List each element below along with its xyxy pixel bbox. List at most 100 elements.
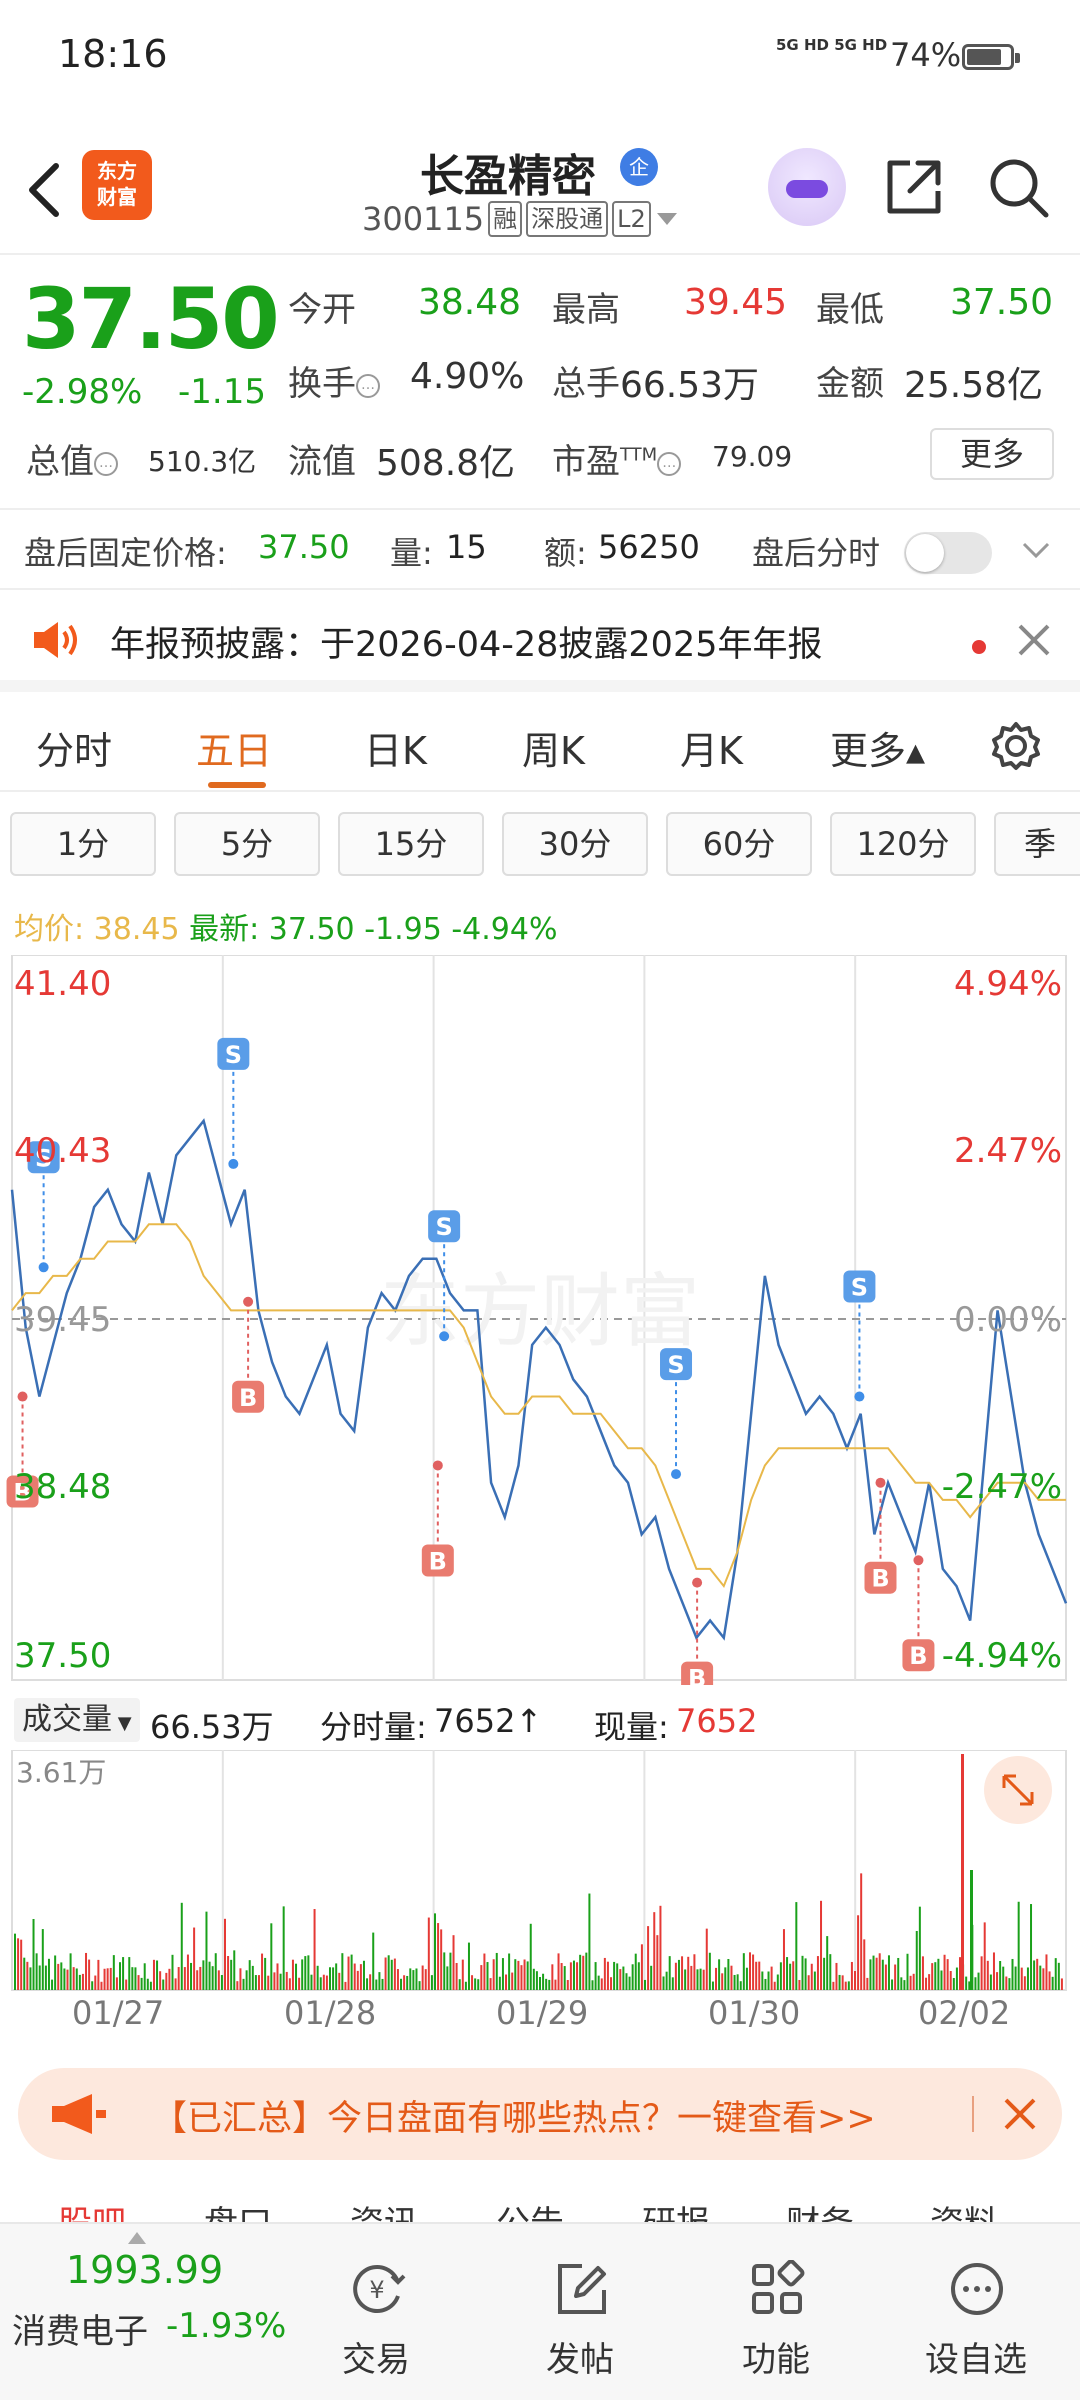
info-icon[interactable]: … xyxy=(657,451,682,476)
volume-bar xyxy=(860,1873,863,1990)
latest-pct: -4.94% xyxy=(451,912,558,947)
volume-bar xyxy=(304,1956,307,1990)
volume-bar xyxy=(597,1975,600,1990)
volume-bar xyxy=(517,1960,520,1990)
five-day-price-chart[interactable]: 东方财富SBSBSBSBSBB41.4040.4339.4538.4837.50… xyxy=(0,955,1080,1685)
interval-5min[interactable]: 5分 xyxy=(174,812,320,876)
volume-bar xyxy=(514,1959,517,1990)
volume-bar xyxy=(122,1957,125,1990)
hot-topics-banner[interactable]: 【已汇总】今日盘面有哪些热点？一键查看>> xyxy=(18,2068,1062,2160)
sector-pct: -1.93% xyxy=(166,2306,287,2346)
sector-index[interactable]: 1993.99 消费电子 -1.93% xyxy=(0,2224,290,2402)
subtab-news[interactable]: 资讯 xyxy=(350,2204,418,2226)
more-quote-button[interactable]: 更多 xyxy=(930,428,1054,480)
volume-bar xyxy=(44,1965,47,1990)
marker-dot xyxy=(228,1158,239,1169)
volume-bar xyxy=(261,1953,264,1990)
logo-text-bottom: 财富 xyxy=(97,185,137,209)
subtab-profile[interactable]: 资料 xyxy=(930,2204,998,2226)
tab-daily-k[interactable]: 日K xyxy=(364,729,427,773)
promo-divider xyxy=(972,2096,974,2132)
close-icon[interactable] xyxy=(1016,622,1052,658)
volume-bar xyxy=(878,1953,881,1990)
promo-text: 【已汇总】今日盘面有哪些热点？一键查看>> xyxy=(152,2099,876,2139)
volume-bar xyxy=(727,1958,730,1990)
volume-bar xyxy=(906,1953,909,1990)
sell-marker xyxy=(428,1210,461,1243)
volume-bar xyxy=(458,1979,461,1990)
volume-bar xyxy=(529,1923,532,1990)
volume-bar xyxy=(480,1965,483,1990)
app-logo[interactable]: 东方 财富 xyxy=(82,150,152,220)
volume-bar xyxy=(681,1956,684,1990)
volume-bar xyxy=(579,1954,582,1990)
interval-quarter[interactable]: 季 xyxy=(994,812,1080,876)
volume-bar xyxy=(245,1970,248,1990)
subtab-guba[interactable]: 股吧 xyxy=(58,2204,126,2226)
close-icon[interactable] xyxy=(1002,2096,1038,2132)
latest-change: -1.95 xyxy=(364,912,442,947)
interval-60min[interactable]: 60分 xyxy=(666,812,812,876)
marker-dot xyxy=(439,1331,450,1342)
volume-label: 总手 xyxy=(552,364,620,404)
volume-bar xyxy=(508,1953,511,1990)
volume-bar xyxy=(319,1977,322,1990)
info-icon[interactable]: … xyxy=(356,373,380,398)
volume-bar xyxy=(186,1954,189,1990)
volume-bar xyxy=(183,1967,186,1990)
chevron-down-icon[interactable] xyxy=(1020,534,1052,566)
volume-chart[interactable]: 3.61万 xyxy=(0,1750,1080,2050)
marker-label: S xyxy=(225,1041,242,1069)
volume-dropdown[interactable]: 成交量 ▼ xyxy=(14,1698,140,1742)
tab-more[interactable]: 更多▴ xyxy=(830,729,926,773)
volume-bar xyxy=(427,1917,430,1990)
back-arrow-icon[interactable] xyxy=(20,150,70,230)
avg-price-line xyxy=(11,1223,1066,1589)
after-hours-toggle[interactable] xyxy=(904,532,992,574)
search-icon[interactable] xyxy=(986,155,1050,219)
volume-bar xyxy=(782,1929,785,1990)
notice-banner[interactable]: 年报预披露：于2026-04-28披露2025年年报 xyxy=(0,592,1080,692)
tab-five-day[interactable]: 五日 xyxy=(196,729,273,773)
volume-bar xyxy=(140,1977,143,1990)
interval-15min[interactable]: 15分 xyxy=(338,812,484,876)
volume-bar xyxy=(168,1968,171,1990)
x-axis-label: 01/28 xyxy=(284,1994,377,2032)
pe-value: 79.09 xyxy=(712,440,793,473)
volume-bar xyxy=(437,1923,440,1990)
volume-bar xyxy=(264,1957,267,1990)
active-tab-indicator xyxy=(208,782,266,788)
tab-intraday[interactable]: 分时 xyxy=(36,729,113,773)
tab-monthly-k[interactable]: 月K xyxy=(680,729,743,773)
assistant-robot-icon[interactable] xyxy=(768,148,846,226)
stock-code-row[interactable]: 300115 融 深股通 L2 xyxy=(362,200,679,238)
share-icon[interactable] xyxy=(882,155,946,219)
volume-bar xyxy=(276,1963,279,1990)
interval-1min[interactable]: 1分 xyxy=(10,812,156,876)
volume-bar xyxy=(1060,1978,1063,1990)
avg-label: 均价: xyxy=(14,912,85,947)
subtab-reports[interactable]: 研报 xyxy=(642,2204,710,2226)
volume-bar xyxy=(613,1961,616,1990)
subtab-pankou[interactable]: 盘口 xyxy=(204,2204,272,2226)
amount-label: 金额 xyxy=(816,364,884,404)
volume-bar xyxy=(310,1974,313,1990)
interval-30min[interactable]: 30分 xyxy=(502,812,648,876)
subtab-finance[interactable]: 财务 xyxy=(786,2204,854,2226)
volume-bar xyxy=(585,1952,588,1990)
volume-bar xyxy=(1051,1976,1054,1990)
volume-bar xyxy=(211,1966,214,1990)
volume-bar xyxy=(628,1976,631,1990)
gear-icon[interactable] xyxy=(990,720,1042,772)
after-hours-price-label: 盘后固定价格: xyxy=(24,534,227,572)
interval-120min[interactable]: 120分 xyxy=(830,812,976,876)
logo-text-top: 东方 xyxy=(97,159,137,183)
y-axis-label-left: 40.43 xyxy=(14,1131,111,1171)
volume-bar xyxy=(647,1926,650,1990)
volume-bar xyxy=(298,1977,301,1990)
volume-bar xyxy=(446,1966,449,1990)
volume-bar xyxy=(495,1952,498,1990)
subtab-announcements[interactable]: 公告 xyxy=(496,2204,564,2226)
tab-weekly-k[interactable]: 周K xyxy=(522,729,585,773)
info-icon[interactable]: … xyxy=(94,451,118,476)
